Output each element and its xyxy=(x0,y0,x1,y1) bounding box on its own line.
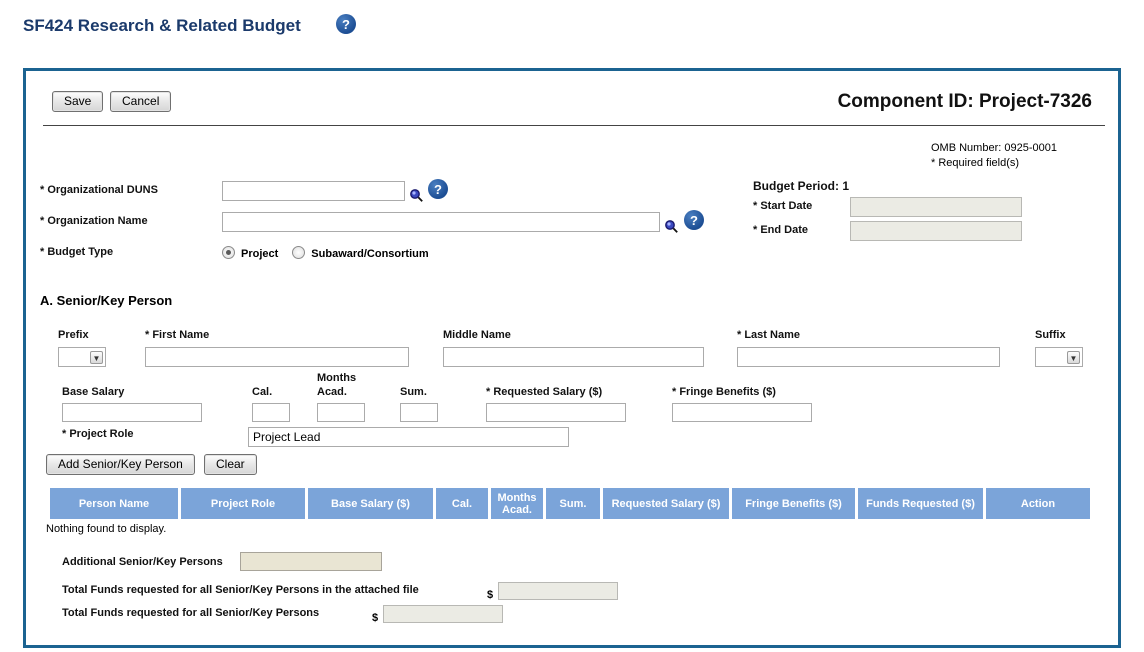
last-name-label: * Last Name xyxy=(737,329,800,341)
start-date-label: * Start Date xyxy=(753,200,813,212)
col-action[interactable]: Action xyxy=(986,488,1090,519)
sum-input[interactable] xyxy=(400,403,438,422)
acad-label: Acad. xyxy=(317,386,347,398)
cal-label: Cal. xyxy=(252,386,273,398)
col-months-acad[interactable]: Months Acad. xyxy=(491,488,543,519)
omb-number: OMB Number: 0925-0001 xyxy=(931,142,1057,154)
prefix-label: Prefix xyxy=(58,329,89,341)
help-icon[interactable]: ? xyxy=(428,179,448,199)
results-table-header: Person Name Project Role Base Salary ($)… xyxy=(50,488,1098,519)
attached-total-field xyxy=(498,582,618,600)
fringe-benefits-input[interactable] xyxy=(672,403,812,422)
chevron-down-icon: ▼ xyxy=(1067,351,1080,364)
divider xyxy=(43,125,1105,126)
radio-subaward[interactable] xyxy=(292,246,306,259)
requested-salary-input[interactable] xyxy=(486,403,626,422)
add-senior-key-person-button[interactable]: Add Senior/Key Person xyxy=(46,454,195,475)
help-icon[interactable]: ? xyxy=(684,210,704,230)
col-sum[interactable]: Sum. xyxy=(546,488,600,519)
first-name-input[interactable] xyxy=(145,347,409,367)
duns-input[interactable] xyxy=(222,181,405,201)
form-panel: Save Cancel Component ID: Project-7326 O… xyxy=(23,68,1121,648)
base-salary-label: Base Salary xyxy=(62,386,125,398)
col-fringe-benefits[interactable]: Fringe Benefits ($) xyxy=(732,488,855,519)
prefix-select[interactable]: ▼ xyxy=(58,347,106,367)
attached-total-label: Total Funds requested for all Senior/Key… xyxy=(62,584,419,596)
last-name-input[interactable] xyxy=(737,347,1000,367)
additional-persons-field[interactable] xyxy=(240,552,382,571)
page-title: SF424 Research & Related Budget xyxy=(23,16,301,35)
empty-table-message: Nothing found to display. xyxy=(46,523,167,535)
org-name-input[interactable] xyxy=(222,212,660,232)
cancel-button[interactable]: Cancel xyxy=(110,91,172,112)
help-icon[interactable]: ? xyxy=(336,14,356,34)
middle-name-input[interactable] xyxy=(443,347,704,367)
search-icon[interactable] xyxy=(664,219,679,234)
requested-salary-label: * Requested Salary ($) xyxy=(486,386,603,398)
omb-block: OMB Number: 0925-0001 * Required field(s… xyxy=(931,141,1057,171)
radio-project-label: Project xyxy=(241,248,279,260)
radio-subaward-label: Subaward/Consortium xyxy=(311,248,429,260)
org-name-label: * Organization Name xyxy=(40,215,148,227)
middle-name-label: Middle Name xyxy=(443,329,511,341)
col-base-salary[interactable]: Base Salary ($) xyxy=(308,488,433,519)
first-name-label: * First Name xyxy=(145,329,210,341)
budget-type-label: * Budget Type xyxy=(40,246,114,258)
budget-type-options: Project Subaward/Consortium xyxy=(222,246,443,260)
col-cal[interactable]: Cal. xyxy=(436,488,488,519)
sum-label: Sum. xyxy=(400,386,427,398)
acad-months-input[interactable] xyxy=(317,403,365,422)
additional-persons-label: Additional Senior/Key Persons xyxy=(62,556,223,568)
chevron-down-icon: ▼ xyxy=(90,351,103,364)
grand-total-field xyxy=(383,605,503,623)
fringe-benefits-label: * Fringe Benefits ($) xyxy=(672,386,776,398)
grand-total-label: Total Funds requested for all Senior/Key… xyxy=(62,607,320,619)
col-person-name[interactable]: Person Name xyxy=(50,488,178,519)
required-note: * Required field(s) xyxy=(931,157,1020,169)
base-salary-input[interactable] xyxy=(62,403,202,422)
cal-input[interactable] xyxy=(252,403,290,422)
dollar-sign: $ xyxy=(487,589,494,601)
project-role-input[interactable] xyxy=(248,427,569,447)
start-date-input xyxy=(850,197,1022,217)
col-requested-salary[interactable]: Requested Salary ($) xyxy=(603,488,729,519)
end-date-label: * End Date xyxy=(753,224,809,236)
duns-label: * Organizational DUNS xyxy=(40,184,158,196)
end-date-input xyxy=(850,221,1022,241)
clear-button[interactable]: Clear xyxy=(204,454,257,475)
save-button[interactable]: Save xyxy=(52,91,104,112)
col-project-role[interactable]: Project Role xyxy=(181,488,305,519)
project-role-label: * Project Role xyxy=(62,428,134,440)
search-icon[interactable] xyxy=(409,188,424,203)
radio-project[interactable] xyxy=(222,246,235,259)
dollar-sign: $ xyxy=(372,612,379,624)
suffix-label: Suffix xyxy=(1035,329,1066,341)
col-funds-requested[interactable]: Funds Requested ($) xyxy=(858,488,983,519)
component-id: Component ID: Project-7326 xyxy=(837,91,1092,112)
months-label: Months xyxy=(317,372,357,384)
suffix-select[interactable]: ▼ xyxy=(1035,347,1083,367)
section-a-heading: A. Senior/Key Person xyxy=(40,293,173,308)
budget-period-label: Budget Period: 1 xyxy=(753,179,850,193)
